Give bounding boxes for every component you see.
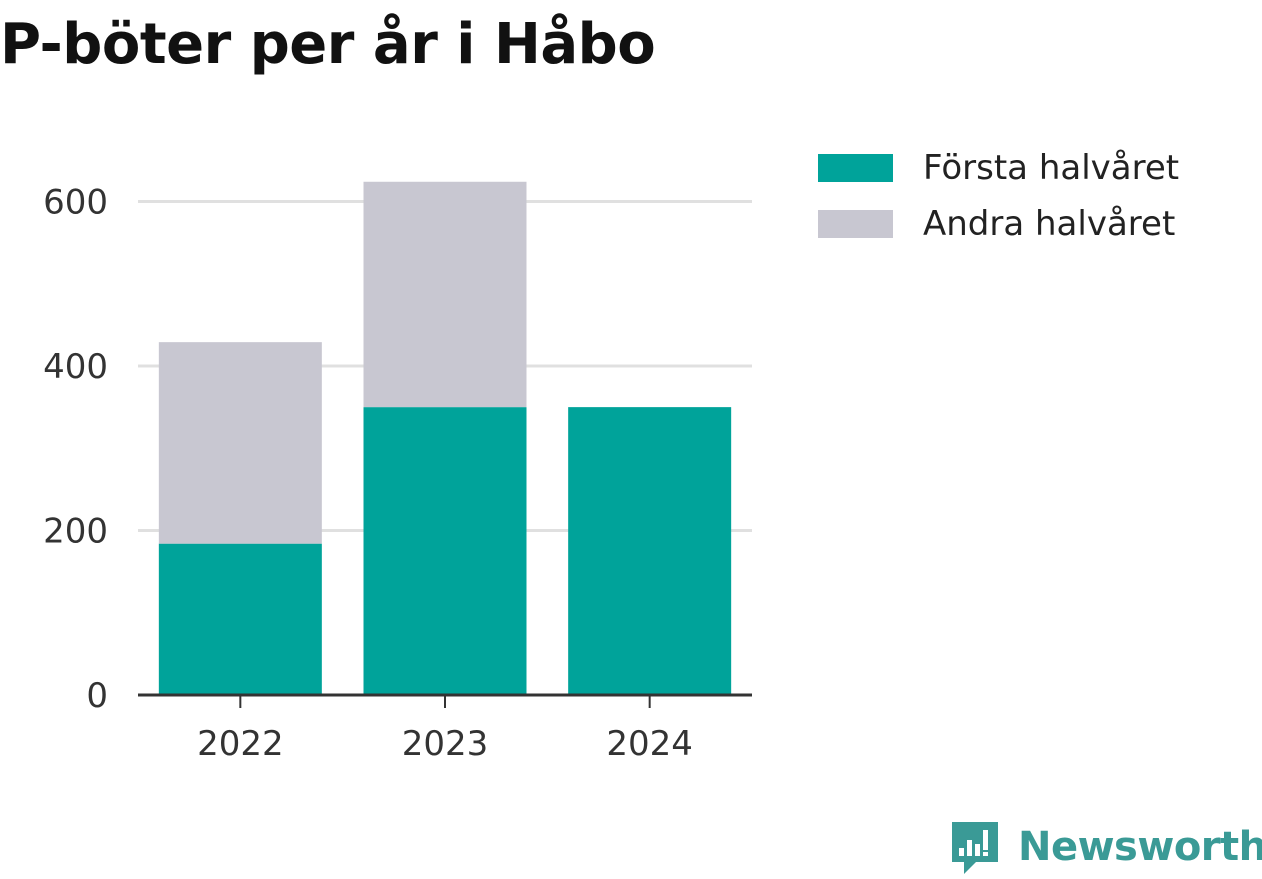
- brand: Newsworthy: [950, 818, 1262, 876]
- x-tick-label: 2022: [197, 724, 284, 764]
- bar-forsta-2023: [363, 407, 527, 695]
- x-tick-label: 2024: [606, 724, 693, 764]
- newsworthy-logo-icon: [952, 822, 998, 874]
- legend-label-andra: Andra halvåret: [923, 204, 1176, 244]
- bar-andra-2023: [363, 181, 527, 408]
- legend-swatch-forsta: [818, 154, 893, 182]
- legend-label-forsta: Första halvåret: [923, 148, 1180, 188]
- bar-forsta-2022: [158, 543, 322, 695]
- legend-item-forsta: Första halvåret: [818, 140, 1179, 196]
- bar-forsta-2024: [568, 407, 732, 695]
- y-tick-label: 200: [43, 512, 108, 552]
- chart-title: P-böter per år i Håbo: [0, 12, 656, 77]
- y-tick-label: 0: [86, 676, 108, 716]
- x-tick-label: 2023: [402, 724, 489, 764]
- axes: 0 200 400 600 2022 2023 2024: [43, 183, 752, 764]
- legend: Första halvåret Andra halvåret: [818, 140, 1179, 252]
- brand-name: Newsworthy: [1018, 824, 1262, 870]
- y-tick-label: 600: [43, 183, 108, 223]
- bar-andra-2022: [158, 342, 322, 544]
- legend-item-andra: Andra halvåret: [818, 196, 1179, 252]
- y-tick-label: 400: [43, 347, 108, 387]
- legend-swatch-andra: [818, 210, 893, 238]
- bars: [158, 181, 732, 695]
